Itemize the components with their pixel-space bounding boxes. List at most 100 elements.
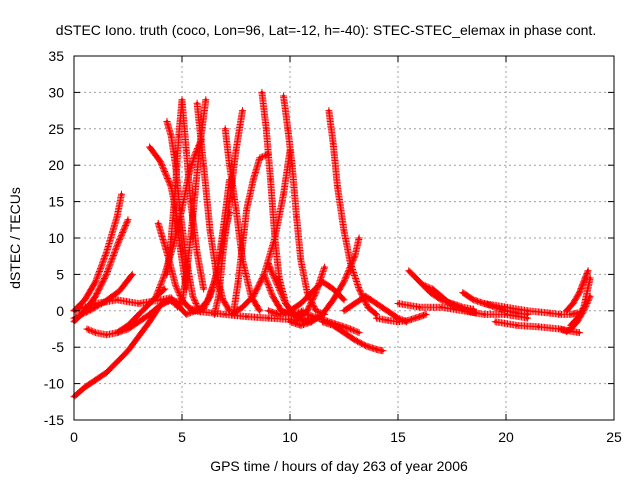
- data-point: [282, 94, 285, 98]
- data-point: [504, 309, 508, 313]
- x-tick-label: 5: [178, 429, 186, 445]
- data-point: [418, 305, 422, 309]
- data-point: [158, 298, 162, 302]
- data-point: [260, 90, 264, 94]
- x-axis-label: GPS time / hours of day 263 of year 2006: [210, 458, 468, 474]
- data-point: [115, 214, 119, 218]
- data-point: [547, 311, 551, 315]
- y-axis-label: dSTEC / TECUs: [7, 187, 23, 289]
- data-point: [565, 329, 568, 333]
- data-point: [277, 276, 281, 280]
- data-point: [94, 280, 98, 284]
- data-point: [195, 251, 199, 255]
- series-arc-30: [318, 318, 387, 355]
- data-point: [515, 323, 519, 327]
- data-point: [273, 236, 277, 240]
- data-point: [349, 327, 352, 331]
- data-point: [262, 272, 266, 276]
- data-point: [204, 98, 208, 102]
- data-point: [126, 327, 130, 331]
- data-point: [115, 243, 119, 247]
- data-point: [174, 283, 177, 287]
- data-point: [241, 305, 244, 309]
- data-point: [515, 311, 519, 315]
- data-point: [331, 287, 335, 291]
- data-point: [385, 318, 389, 322]
- data-point: [349, 262, 352, 265]
- data-point: [336, 185, 339, 189]
- data-point: [94, 331, 98, 335]
- data-point: [115, 331, 119, 335]
- data-point: [536, 325, 540, 329]
- data-point: [418, 280, 422, 284]
- data-point: [178, 207, 182, 211]
- y-tick-label: -15: [44, 412, 64, 428]
- data-point: [431, 287, 435, 291]
- data-point: [269, 178, 273, 182]
- data-point: [271, 294, 275, 298]
- data-point: [286, 127, 290, 131]
- data-point: [357, 287, 361, 291]
- data-point: [208, 294, 212, 298]
- data-point: [137, 320, 141, 324]
- data-point: [148, 312, 152, 316]
- data-point: [120, 192, 123, 196]
- data-point: [137, 312, 141, 316]
- data-point: [279, 309, 283, 313]
- data-point: [234, 149, 238, 153]
- data-point: [258, 156, 262, 160]
- data-point: [327, 109, 331, 113]
- y-tick-label: 20: [48, 157, 64, 173]
- data-point: [126, 349, 130, 353]
- data-point: [104, 251, 108, 255]
- data-point: [223, 312, 227, 316]
- data-point: [290, 163, 294, 167]
- x-tick-label: 15: [390, 429, 406, 445]
- data-point: [320, 280, 324, 284]
- data-point: [577, 331, 581, 335]
- data-point: [104, 333, 108, 337]
- data-point: [558, 327, 562, 331]
- data-point: [582, 305, 586, 309]
- data-point: [493, 320, 497, 324]
- data-point: [251, 294, 255, 298]
- y-tick-label: -10: [44, 376, 64, 392]
- data-point: [169, 185, 173, 189]
- data-point: [577, 291, 581, 295]
- data-point: [331, 141, 335, 145]
- data-point: [588, 294, 592, 298]
- data-point: [288, 318, 292, 321]
- data-point: [266, 262, 270, 265]
- data-point: [284, 302, 288, 305]
- data-point: [305, 312, 309, 316]
- data-point: [320, 312, 324, 316]
- data-point: [396, 316, 400, 320]
- data-point: [241, 243, 244, 247]
- data-point: [178, 243, 182, 247]
- data-point: [342, 280, 346, 284]
- series-arc-26: [260, 270, 307, 321]
- data-point: [148, 302, 152, 305]
- data-point: [154, 294, 158, 298]
- data-point: [305, 309, 309, 313]
- data-point: [234, 207, 238, 211]
- data-point: [184, 272, 188, 276]
- data-point: [241, 109, 244, 113]
- data-point: [169, 236, 173, 240]
- data-point: [156, 221, 160, 225]
- data-point: [104, 371, 108, 375]
- y-tick-label: 35: [48, 48, 64, 64]
- data-point: [180, 302, 184, 305]
- data-point: [381, 349, 385, 353]
- data-point: [245, 315, 249, 319]
- data-point: [353, 302, 357, 305]
- data-point: [165, 120, 169, 123]
- data-point: [202, 163, 206, 167]
- data-point: [331, 298, 335, 302]
- data-point: [364, 344, 368, 348]
- data-point: [569, 327, 573, 331]
- data-point: [353, 254, 357, 258]
- data-point: [571, 302, 575, 305]
- data-point: [277, 312, 281, 316]
- data-point: [282, 192, 285, 196]
